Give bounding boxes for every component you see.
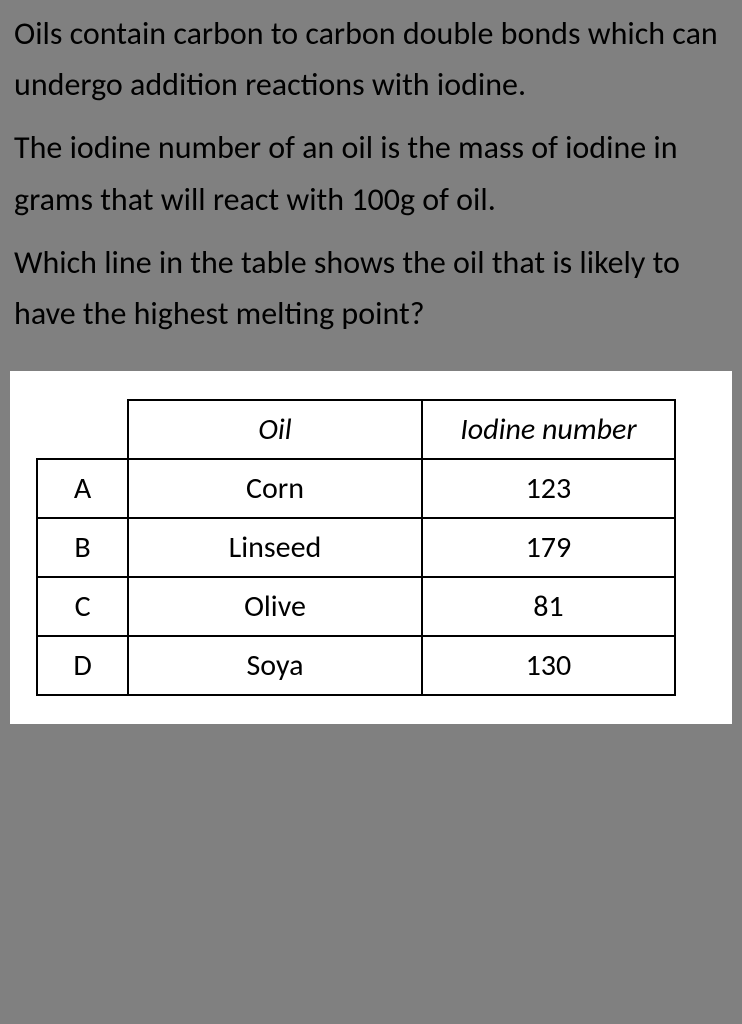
table-container: Oil Iodine number A Corn 123 B Linseed 1… bbox=[10, 371, 732, 724]
row-iodine: 81 bbox=[422, 577, 675, 636]
row-letter: B bbox=[37, 518, 128, 577]
row-oil: Linseed bbox=[128, 518, 422, 577]
row-iodine: 179 bbox=[422, 518, 675, 577]
table-row: D Soya 130 bbox=[37, 636, 675, 695]
row-oil: Corn bbox=[128, 459, 422, 518]
table-row: A Corn 123 bbox=[37, 459, 675, 518]
header-oil: Oil bbox=[128, 400, 422, 459]
row-letter: C bbox=[37, 577, 128, 636]
row-iodine: 123 bbox=[422, 459, 675, 518]
table-header-row: Oil Iodine number bbox=[37, 400, 675, 459]
row-letter: A bbox=[37, 459, 128, 518]
row-oil: Olive bbox=[128, 577, 422, 636]
header-iodine: Iodine number bbox=[422, 400, 675, 459]
header-blank bbox=[37, 400, 128, 459]
question-text-block: Oils contain carbon to carbon double bon… bbox=[0, 0, 742, 371]
row-letter: D bbox=[37, 636, 128, 695]
table-row: C Olive 81 bbox=[37, 577, 675, 636]
table-row: B Linseed 179 bbox=[37, 518, 675, 577]
paragraph-2: The iodine number of an oil is the mass … bbox=[14, 122, 728, 224]
paragraph-1: Oils contain carbon to carbon double bon… bbox=[14, 8, 728, 110]
oil-iodine-table: Oil Iodine number A Corn 123 B Linseed 1… bbox=[36, 399, 676, 696]
paragraph-3: Which line in the table shows the oil th… bbox=[14, 237, 728, 339]
row-iodine: 130 bbox=[422, 636, 675, 695]
row-oil: Soya bbox=[128, 636, 422, 695]
